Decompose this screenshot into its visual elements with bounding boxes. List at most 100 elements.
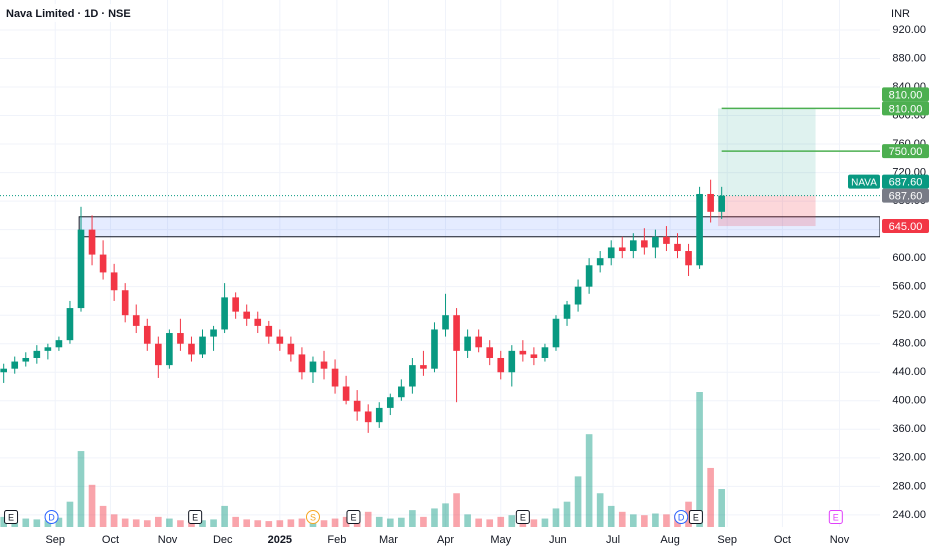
- volume-bar: [431, 508, 438, 527]
- event-label: E: [350, 512, 356, 522]
- volume-bar: [121, 518, 129, 527]
- candle-body: [409, 365, 416, 387]
- volume-bar: [155, 516, 162, 527]
- y-tick-label: 400.00: [892, 395, 926, 407]
- title-bg: [0, 4, 120, 22]
- volume-bar: [685, 501, 692, 527]
- volume-bar: [375, 516, 383, 527]
- candle-body: [287, 343, 295, 355]
- time-axis-bg: [0, 527, 880, 550]
- price-tag-label: 750.00: [889, 146, 923, 158]
- volume-bar: [552, 508, 560, 527]
- event-badge: E: [515, 510, 530, 524]
- candle-body: [364, 411, 372, 423]
- volume-bar: [585, 434, 593, 527]
- volume-bar: [563, 501, 571, 527]
- volume-bar: [618, 511, 626, 527]
- event-label: S: [310, 512, 316, 522]
- candle-body: [121, 290, 129, 316]
- volume-bar: [210, 519, 217, 527]
- stop-area: [717, 195, 816, 227]
- event-label: D: [48, 512, 55, 522]
- candle-body: [166, 333, 173, 366]
- y-tick-label: 880.00: [892, 52, 926, 64]
- event-marker: [305, 510, 320, 524]
- event-badge: E: [4, 510, 19, 524]
- x-tick-label: Mar: [379, 534, 398, 546]
- candle-body: [398, 386, 405, 398]
- candle-body: [66, 308, 74, 341]
- price-tag-label: 687.60: [889, 191, 923, 203]
- volume-bar: [530, 519, 538, 527]
- candle-body: [265, 325, 273, 337]
- x-tick-label: Oct: [102, 534, 119, 546]
- candle-body: [199, 336, 206, 355]
- volume-bar: [663, 514, 670, 527]
- y-tick-label: 600.00: [892, 252, 926, 264]
- event-label: E: [520, 512, 526, 522]
- symbol-tag: [848, 174, 880, 189]
- candle-body: [541, 347, 549, 358]
- y-tick-label: 440.00: [892, 366, 926, 378]
- event-marker: [4, 510, 19, 524]
- candle-body: [155, 343, 162, 366]
- candle-body: [596, 258, 604, 266]
- y-tick-label: 240.00: [892, 509, 926, 521]
- event-badge: E: [346, 510, 361, 524]
- candle-body: [55, 340, 63, 348]
- candle-body: [232, 297, 239, 312]
- x-tick-label: Aug: [660, 534, 680, 546]
- event-marker: [828, 510, 843, 524]
- event-marker: [674, 510, 689, 524]
- volume-bar: [287, 519, 295, 527]
- volume-bar: [364, 511, 372, 527]
- candle-body: [629, 240, 637, 252]
- candle-body: [663, 236, 670, 244]
- candle-body: [99, 254, 107, 273]
- event-marker: [346, 510, 361, 524]
- price-tag-label: 645.00: [889, 221, 923, 233]
- volume-bar: [177, 520, 184, 527]
- volume-bar: [398, 517, 405, 527]
- volume-bar: [629, 514, 637, 527]
- volume-bar: [199, 520, 206, 527]
- event-badge: S: [305, 510, 320, 524]
- candle-body: [375, 407, 383, 423]
- volume-bar: [342, 516, 350, 527]
- volume-bar: [188, 521, 195, 527]
- volume-bar: [486, 519, 494, 527]
- price-tag: [882, 87, 929, 102]
- volume-bar: [641, 515, 648, 527]
- x-tick-label: Dec: [213, 534, 233, 546]
- x-tick-label: Nov: [158, 534, 178, 546]
- event-badge: D: [674, 510, 689, 524]
- y-tick-label: 360.00: [892, 423, 926, 435]
- volume-bar: [696, 392, 703, 527]
- volume-bar: [298, 518, 306, 527]
- volume-bar: [77, 451, 85, 527]
- candle-body: [309, 361, 317, 373]
- x-tick-label: Nov: [830, 534, 850, 546]
- volume-bar: [508, 515, 516, 527]
- candle-body: [519, 350, 527, 355]
- y-tick-label: 920.00: [892, 24, 926, 36]
- volume-bar: [33, 519, 41, 527]
- volume-bar: [596, 493, 604, 527]
- volume-bar: [475, 518, 482, 527]
- candle-body: [707, 193, 714, 212]
- candle-body: [11, 361, 19, 369]
- candle-body: [33, 350, 41, 358]
- event-label: E: [693, 512, 699, 522]
- volume-bar: [386, 518, 394, 527]
- candle-body: [342, 386, 350, 401]
- target-area: [717, 108, 816, 196]
- candle-body: [22, 357, 30, 362]
- x-tick-label: May: [490, 534, 511, 546]
- chart-title: Nava Limited · 1D · NSE: [6, 8, 131, 20]
- candle-body: [618, 247, 626, 252]
- candle-body: [353, 400, 361, 412]
- volume-bar: [243, 519, 251, 527]
- candle-body: [254, 318, 262, 326]
- candle-body: [331, 368, 339, 387]
